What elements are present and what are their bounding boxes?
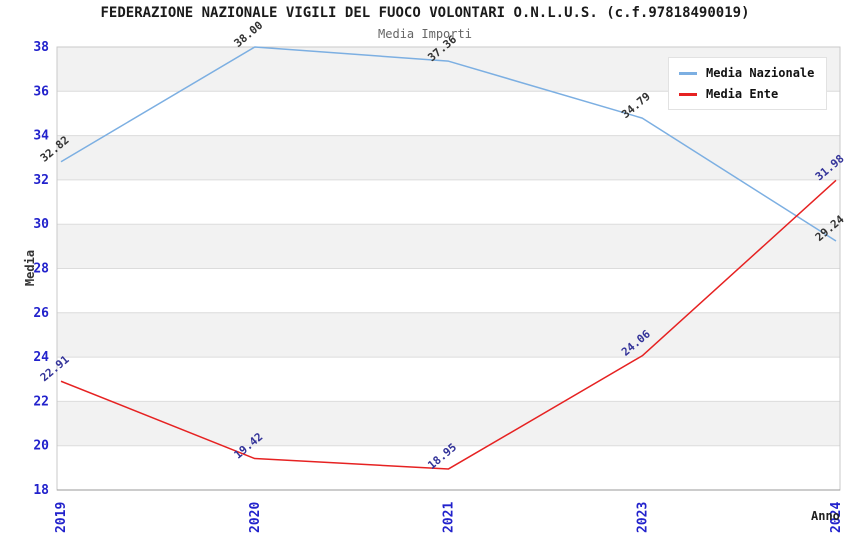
legend-item: Media Nazionale [679,66,814,80]
x-tick-label: 2021 [442,502,457,533]
chart-title: FEDERAZIONE NAZIONALE VIGILI DEL FUOCO V… [100,5,750,21]
legend-item-label: Media Nazionale [706,66,815,80]
x-tick-label: 2023 [635,502,650,533]
x-axis-title: Anno [811,509,840,523]
legend-item-label: Media Ente [706,87,779,101]
legend-swatch-line [679,71,697,75]
chart-subtitle: Media Importi [378,27,472,41]
plot-bands [57,47,840,490]
y-tick-label: 38 [33,40,49,55]
y-tick-labels: 38 36 34 32 30 28 26 24 22 20 18 [33,40,49,498]
y-tick-label: 34 [33,129,49,144]
y-axis-title: Media [23,249,37,287]
y-tick-label: 18 [33,483,49,498]
legend-item: Media Ente [679,87,814,101]
y-tick-label: 30 [33,217,49,232]
y-tick-label: 36 [33,84,49,99]
series-line-media-nazionale [60,46,837,242]
y-tick-label: 24 [33,350,49,365]
y-tick-label: 26 [33,306,49,321]
legend-swatch-line [679,92,697,96]
y-tick-label: 28 [33,262,49,277]
legend: Media Nazionale Media Ente [668,57,828,110]
x-tick-labels: 2019 2020 2021 2023 2024 [54,502,844,533]
y-tick-label: 32 [33,173,49,188]
x-tick-label: 2020 [248,502,263,533]
x-tick-label: 2019 [54,502,69,533]
y-tick-label: 20 [33,439,49,454]
x-tick-label: 2024 [829,502,844,533]
data-label: 38.00 [232,19,266,50]
y-tick-label: 22 [33,394,49,409]
series-line-media-ente [60,179,837,470]
